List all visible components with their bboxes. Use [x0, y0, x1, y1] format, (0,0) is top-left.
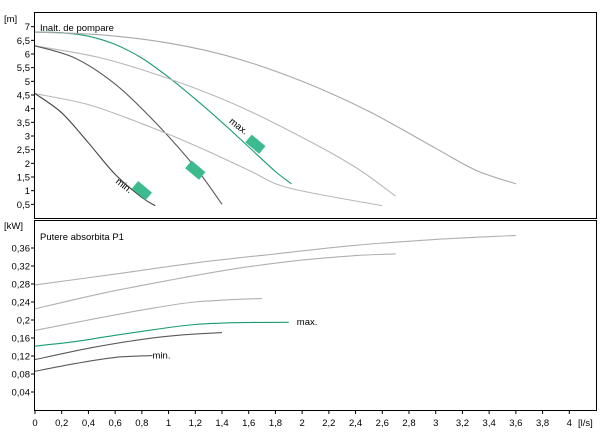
x-tick-label: 3	[433, 418, 438, 429]
x-tick-label: 1,6	[242, 418, 255, 429]
power-y-tick-label: 0,28	[12, 280, 31, 291]
power-y-tick-label: 0,08	[12, 370, 31, 381]
operating-point-marker	[131, 181, 152, 201]
head-y-tick-label: 5,5	[17, 63, 30, 74]
head-y-tick-label: 6,5	[17, 36, 30, 47]
head-y-tick-label: 3,5	[17, 118, 30, 129]
head-y-tick-label: 4	[25, 104, 30, 115]
power-curve	[34, 234, 516, 286]
head-y-tick-label: 4,5	[17, 91, 30, 102]
x-tick-label: 2,8	[402, 418, 415, 429]
head-y-tick-label: 3	[25, 132, 30, 143]
x-tick-label: 0,4	[82, 418, 95, 429]
x-tick-label: 0,6	[109, 418, 122, 429]
x-tick-label: 1,4	[215, 418, 228, 429]
head-curve	[34, 93, 156, 207]
head-y-tick-label: 7	[25, 22, 30, 33]
head-y-ticks: 7 6,5 6 5,5 5 4,5 4 3,5 3 2,5 2 1,5 1 0,5	[17, 22, 35, 211]
power-y-tick-label: 0,36	[12, 244, 31, 255]
power-curve-label: min.	[153, 351, 171, 362]
head-y-unit: [m]	[4, 14, 17, 25]
x-tick-label: 1,8	[269, 418, 282, 429]
power-y-tick-label: 0,24	[12, 298, 31, 309]
head-y-tick-label: 1	[25, 186, 30, 197]
head-curve	[34, 31, 292, 185]
power-y-tick-label: 0,16	[12, 334, 31, 345]
power-curves	[34, 234, 516, 372]
x-tick-label: 3,8	[536, 418, 549, 429]
x-tick-label: 0,8	[135, 418, 148, 429]
power-y-tick-label: 0,2	[17, 316, 30, 327]
head-y-tick-label: 2,5	[17, 145, 30, 156]
x-tick-label: 0	[32, 418, 37, 429]
x-tick-label: 2,2	[322, 418, 335, 429]
head-y-tick-label: 0,5	[17, 200, 30, 211]
power-y-tick-label: 0,04	[12, 388, 31, 399]
operating-point-marker	[185, 160, 206, 180]
head-panel-frame	[34, 12, 597, 219]
head-curve	[34, 93, 383, 207]
x-tick-label: 2,4	[349, 418, 362, 429]
power-curve-label: max.	[297, 317, 318, 328]
x-ticks: 0 0,2 0,4 0,6 0,8 1 1,2 1,4 1,6 1,8 2 2,2 2,4 2,6 2,8 3…	[32, 410, 572, 429]
head-y-tick-label: 5	[25, 77, 30, 88]
head-y-tick-label: 6	[25, 50, 30, 61]
x-tick-label: 2,6	[376, 418, 389, 429]
x-unit: [l/s]	[578, 418, 593, 429]
power-annotations: max. min.	[153, 317, 318, 362]
power-y-ticks: 0,36 0,32 0,28 0,24 0,2 0,16 0,12 0,08 0,04	[12, 244, 35, 399]
x-tick-label: 1,2	[189, 418, 202, 429]
power-curve	[34, 332, 223, 361]
power-curve	[34, 355, 153, 372]
power-panel-title: Putere absorbita P1	[40, 232, 124, 243]
x-tick-label: 4	[567, 418, 572, 429]
x-tick-label: 1	[166, 418, 171, 429]
power-curve	[34, 297, 263, 331]
head-curve	[34, 45, 396, 197]
head-curve	[34, 31, 517, 185]
power-curve	[34, 253, 396, 310]
head-y-tick-label: 2	[25, 159, 30, 170]
x-tick-label: 2	[299, 418, 304, 429]
power-y-tick-label: 0,12	[12, 352, 31, 363]
x-tick-label: 0,2	[55, 418, 68, 429]
x-tick-label: 3,4	[483, 418, 496, 429]
x-tick-label: 3,6	[509, 418, 522, 429]
power-y-unit: [kW]	[4, 221, 23, 232]
power-panel-frame	[34, 220, 597, 411]
x-tick-label: 3,2	[456, 418, 469, 429]
operating-point-marker	[245, 134, 266, 154]
power-y-tick-label: 0,32	[12, 262, 31, 273]
head-y-tick-label: 1,5	[17, 173, 30, 184]
head-panel-title: Inalt. de pompare	[40, 23, 114, 34]
power-curve	[34, 321, 289, 347]
